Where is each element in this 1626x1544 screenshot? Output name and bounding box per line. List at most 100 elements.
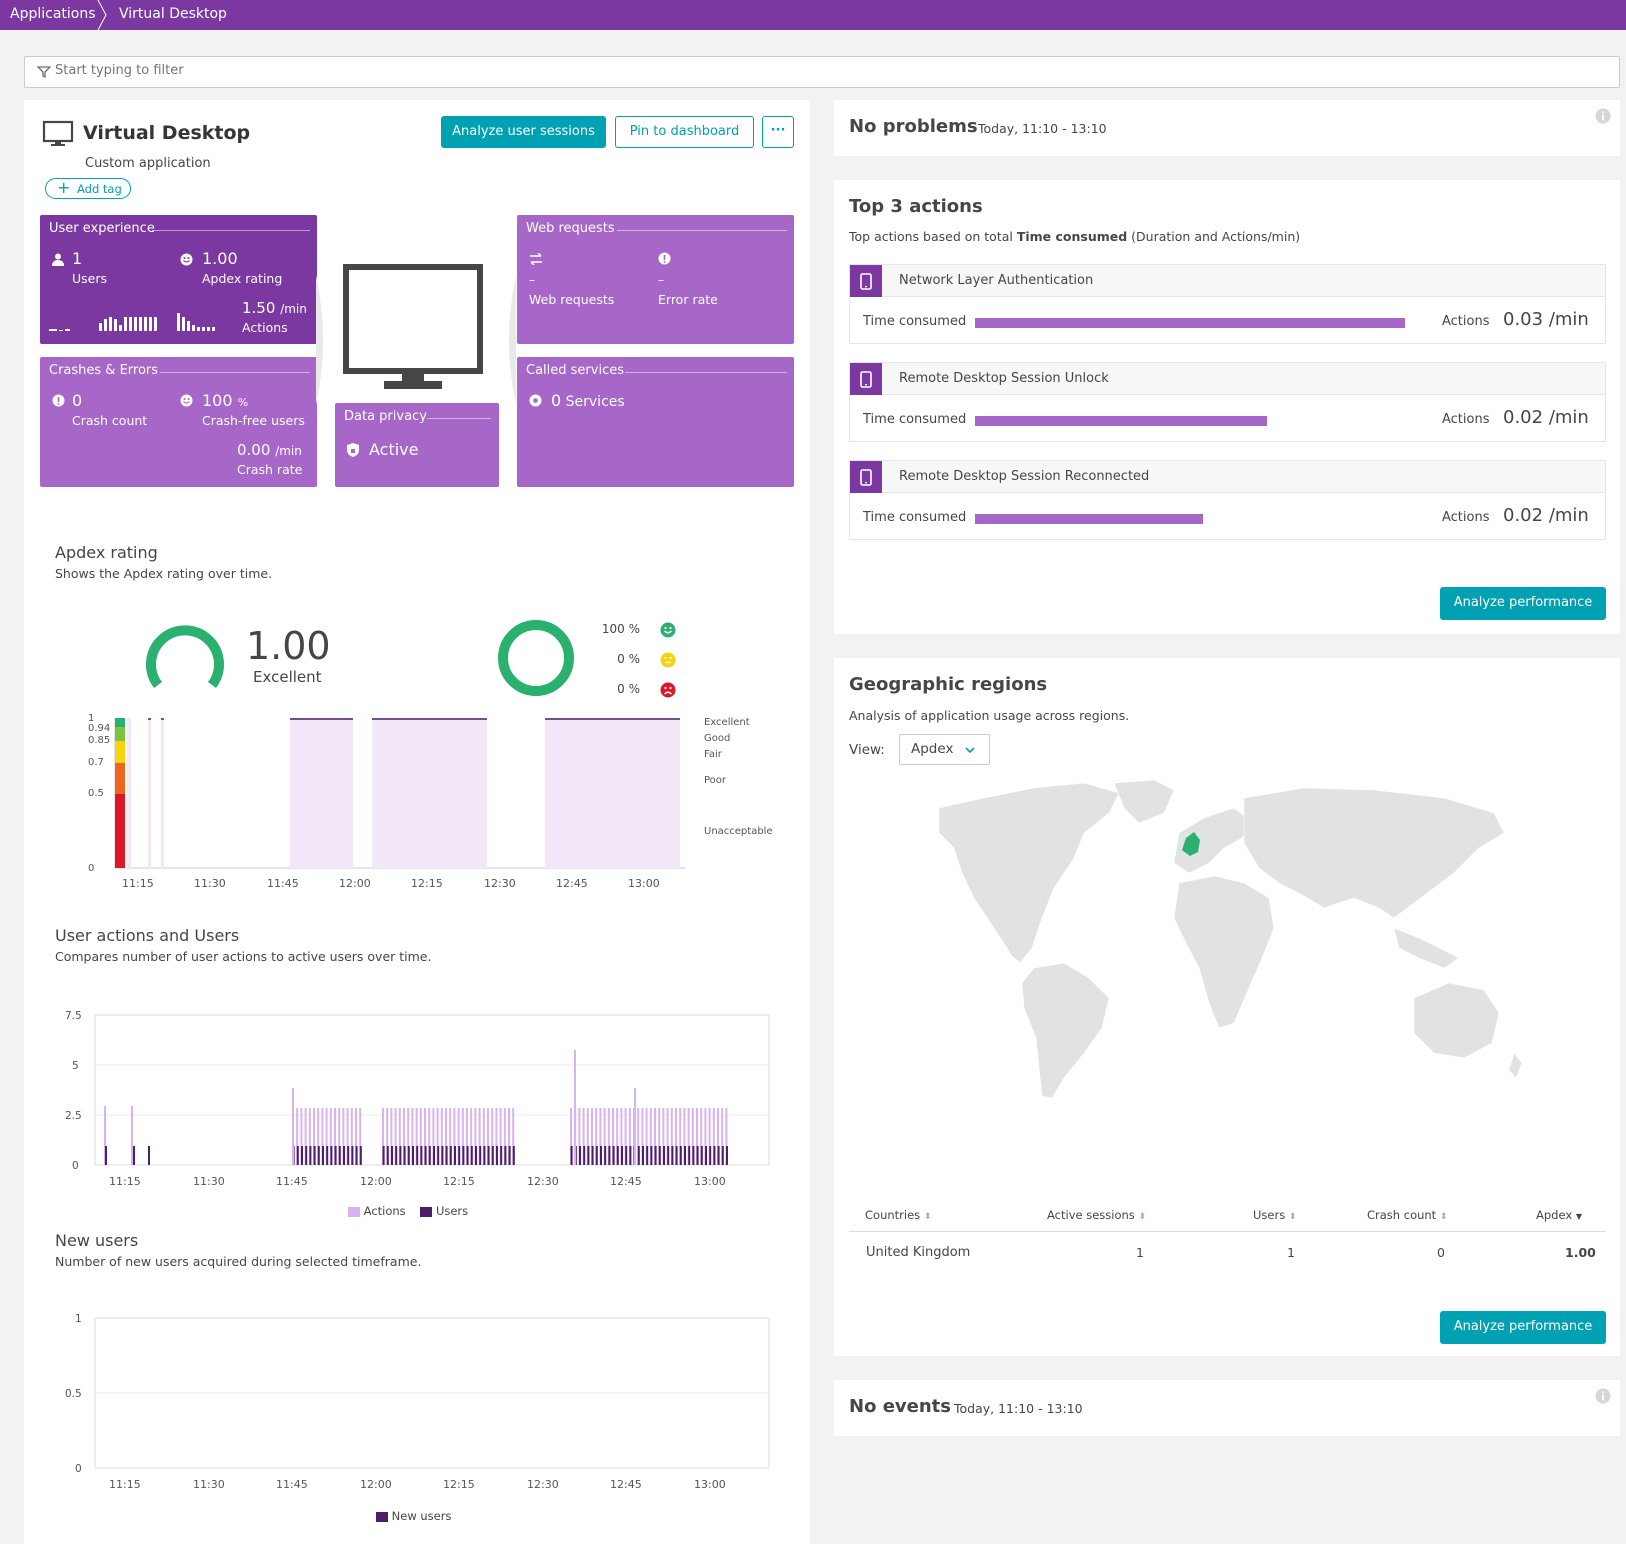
more-menu-button[interactable]: ··· bbox=[762, 116, 794, 148]
tile-divider bbox=[160, 372, 310, 373]
data-privacy-tile[interactable]: Data privacy Active bbox=[335, 403, 499, 487]
actions-bar bbox=[398, 1108, 401, 1165]
filter-input[interactable] bbox=[55, 63, 1555, 78]
world-map[interactable] bbox=[924, 778, 1524, 1118]
legend-users: Users bbox=[435, 1204, 469, 1218]
time-consumed-bar bbox=[975, 514, 1203, 524]
filter-bar[interactable] bbox=[24, 56, 1620, 88]
users-bar bbox=[487, 1146, 490, 1165]
apdex-section-description: Shows the Apdex rating over time. bbox=[55, 566, 273, 581]
analyze-performance-button[interactable]: Analyze performance bbox=[1440, 1311, 1606, 1344]
frustrated-pct: 0 % bbox=[617, 682, 640, 696]
y-tick: 0 bbox=[75, 1463, 82, 1475]
users-bar bbox=[500, 1146, 503, 1165]
top-action-card[interactable]: Network Layer Authentication Time consum… bbox=[849, 264, 1606, 344]
col-label: Countries bbox=[865, 1208, 921, 1222]
col-users[interactable]: Users ⬍ bbox=[1253, 1208, 1296, 1222]
apdex-over-time-chart[interactable]: 1 0.94 0.85 0.7 0.5 0 Excellent Good Fai… bbox=[60, 710, 780, 900]
actions-unit: /min bbox=[280, 302, 307, 316]
users-bar bbox=[359, 1146, 362, 1165]
users-bar bbox=[608, 1146, 611, 1165]
breadcrumb-current[interactable]: Virtual Desktop bbox=[119, 6, 227, 22]
info-icon[interactable] bbox=[1595, 108, 1611, 124]
map-new-zealand bbox=[1508, 1052, 1523, 1079]
actions-bar bbox=[607, 1108, 610, 1165]
new-users-section-description: Number of new users acquired during sele… bbox=[55, 1254, 422, 1269]
users-bar bbox=[504, 1146, 507, 1165]
time-consumed-bar bbox=[975, 318, 1405, 328]
actions-rate: 0.02 /min bbox=[1503, 407, 1589, 428]
apdex-score-value: 1.00 bbox=[246, 624, 331, 668]
mobile-icon-box bbox=[850, 461, 882, 493]
info-icon[interactable] bbox=[1595, 1388, 1611, 1404]
y-tick: 0 bbox=[72, 1160, 79, 1172]
users-bar bbox=[570, 1146, 573, 1165]
add-tag-button[interactable]: + Add tag bbox=[45, 178, 131, 199]
actions-rate: 0.03 /min bbox=[1503, 309, 1589, 330]
actions-bar bbox=[131, 1106, 133, 1165]
actions-bar bbox=[482, 1108, 485, 1165]
crash-free-value: 100 bbox=[202, 391, 233, 410]
top-action-card[interactable]: Remote Desktop Session Reconnected Time … bbox=[849, 460, 1606, 540]
users-bar bbox=[726, 1146, 728, 1165]
actions-bar bbox=[474, 1108, 477, 1165]
users-bar bbox=[579, 1146, 581, 1165]
user-actions-bars bbox=[104, 1050, 728, 1165]
actions-bar bbox=[495, 1108, 498, 1165]
mobile-icon-box bbox=[850, 363, 882, 395]
chevron-down-icon bbox=[965, 747, 975, 754]
top-navigation-bar bbox=[0, 0, 1626, 30]
col-apdex[interactable]: Apdex ▼ bbox=[1536, 1208, 1582, 1222]
col-active-sessions[interactable]: Active sessions ⬍ bbox=[1047, 1208, 1146, 1222]
users-bar bbox=[437, 1146, 440, 1165]
crash-free-unit: % bbox=[237, 396, 249, 409]
actions-bar bbox=[591, 1108, 593, 1165]
users-bar bbox=[399, 1146, 402, 1165]
map-europe bbox=[1173, 807, 1255, 874]
desktop-icon bbox=[42, 120, 74, 146]
smiley-icon bbox=[180, 253, 193, 266]
sort-icon: ⬍ bbox=[1288, 1212, 1297, 1222]
web-requests-tile[interactable]: Web requests – Web requests – Error rate bbox=[517, 215, 794, 344]
x-tick: 11:30 bbox=[193, 1478, 225, 1491]
called-services-tile[interactable]: Called services 0 Services bbox=[517, 357, 794, 487]
time-consumed-label: Time consumed bbox=[863, 412, 967, 427]
services-label: Services bbox=[565, 394, 625, 410]
level-label: Unacceptable bbox=[704, 826, 773, 837]
tile-divider bbox=[427, 418, 491, 419]
actions-bar bbox=[321, 1108, 324, 1165]
desc-bold: Time consumed bbox=[1016, 229, 1128, 244]
analyze-performance-button[interactable]: Analyze performance bbox=[1440, 587, 1606, 620]
tolerating-pct: 0 % bbox=[617, 652, 640, 666]
actions-bar bbox=[679, 1108, 682, 1165]
top-action-card[interactable]: Remote Desktop Session Unlock Time consu… bbox=[849, 362, 1606, 442]
col-countries[interactable]: Countries ⬍ bbox=[865, 1208, 931, 1222]
table-row[interactable]: United Kingdom 1 1 0 1.00 bbox=[849, 1232, 1606, 1272]
user-experience-tile[interactable]: User experience 1 Users 1.00 Apdex ratin… bbox=[40, 215, 317, 344]
breadcrumb-applications[interactable]: Applications bbox=[10, 6, 96, 22]
users-bar bbox=[479, 1146, 482, 1165]
users-bar bbox=[491, 1146, 494, 1165]
col-crash-count[interactable]: Crash count ⬍ bbox=[1367, 1208, 1447, 1222]
x-tick: 12:30 bbox=[484, 877, 516, 890]
action-header bbox=[850, 265, 1605, 297]
users-bar bbox=[612, 1146, 615, 1165]
actions-rate-unit: /min bbox=[1548, 309, 1589, 330]
actions-bar bbox=[637, 1108, 640, 1165]
x-tick: 12:15 bbox=[443, 1175, 475, 1188]
data-privacy-value: Active bbox=[369, 440, 419, 459]
user-actions-chart[interactable]: 7.5 5 2.5 0 11:15 11:30 11:45 12:00 12:1… bbox=[55, 1000, 785, 1190]
users-bar bbox=[326, 1146, 329, 1165]
actions-bar bbox=[683, 1108, 686, 1165]
new-users-chart[interactable]: 1 0.5 0 11:15 11:30 11:45 12:00 12:15 12… bbox=[55, 1310, 785, 1495]
users-label: Users bbox=[72, 271, 108, 286]
crashes-errors-tile[interactable]: Crashes & Errors 0 Crash count 100 % Cra… bbox=[40, 357, 317, 487]
view-select[interactable]: Apdex bbox=[899, 734, 990, 765]
users-bar bbox=[713, 1146, 716, 1165]
analyze-user-sessions-button[interactable]: Analyze user sessions bbox=[441, 116, 606, 148]
users-bar bbox=[330, 1146, 333, 1165]
events-timeframe: Today, 11:10 - 13:10 bbox=[954, 1401, 1083, 1416]
pin-to-dashboard-button[interactable]: Pin to dashboard bbox=[615, 116, 754, 148]
y-tick: 0.5 bbox=[88, 788, 104, 799]
actions-rate: 0.02 /min bbox=[1503, 505, 1589, 526]
